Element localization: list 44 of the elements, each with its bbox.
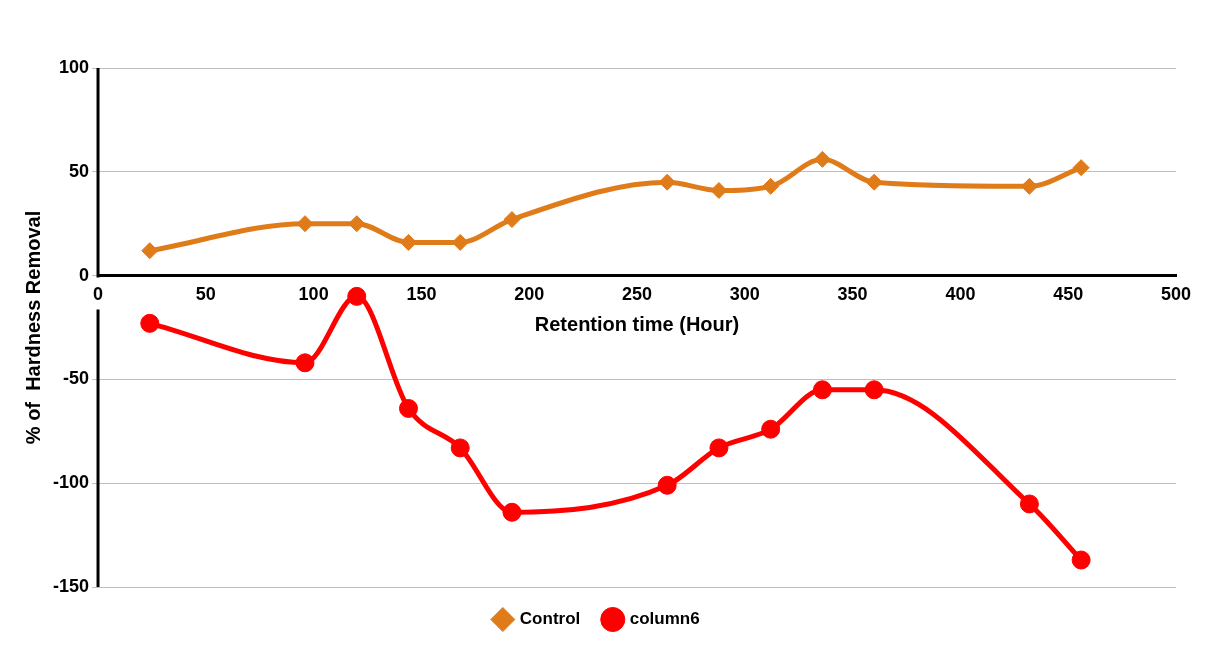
x-tick-label: 0 — [93, 284, 104, 305]
legend-label: column6 — [629, 609, 700, 629]
point — [296, 215, 314, 233]
point — [399, 233, 417, 251]
point — [503, 211, 521, 229]
point — [141, 242, 159, 260]
legend-label: Control — [519, 609, 581, 629]
point — [658, 173, 676, 191]
x-tick-label: 250 — [621, 284, 653, 305]
point — [348, 215, 366, 233]
point — [1072, 159, 1090, 177]
y-tick-label: -150 — [53, 575, 90, 596]
x-tick-label: 350 — [837, 284, 868, 305]
x-tick-label: 450 — [1053, 284, 1084, 305]
point — [761, 419, 781, 439]
x-tick-label: 150 — [406, 284, 437, 305]
x-tick-label: 200 — [514, 284, 545, 305]
y-tick-label: 50 — [69, 160, 90, 181]
y-axis-title: % of Hardness Removal — [21, 210, 44, 445]
y-tick-label: -50 — [63, 368, 90, 389]
point — [864, 380, 884, 400]
y-tick-label: -100 — [53, 472, 90, 493]
point — [813, 150, 831, 168]
x-tick-label: 100 — [298, 284, 329, 305]
point — [398, 398, 418, 418]
point — [657, 475, 677, 495]
y-tick-label: 0 — [79, 264, 90, 285]
x-axis-title: Retention time (Hour) — [534, 312, 740, 335]
x-tick-label: 400 — [945, 284, 976, 305]
point — [709, 438, 729, 458]
point — [450, 438, 470, 458]
x-tick-label: 50 — [195, 284, 216, 305]
point — [295, 353, 315, 373]
point — [347, 286, 367, 306]
point — [865, 173, 883, 191]
point — [1071, 550, 1091, 570]
x-tick-label: 300 — [729, 284, 760, 305]
point — [1019, 494, 1039, 514]
point — [502, 502, 522, 522]
point — [762, 177, 780, 195]
point — [812, 380, 832, 400]
point — [140, 313, 160, 333]
x-tick-label: 500 — [1160, 284, 1192, 305]
y-tick-label: 100 — [58, 56, 90, 77]
